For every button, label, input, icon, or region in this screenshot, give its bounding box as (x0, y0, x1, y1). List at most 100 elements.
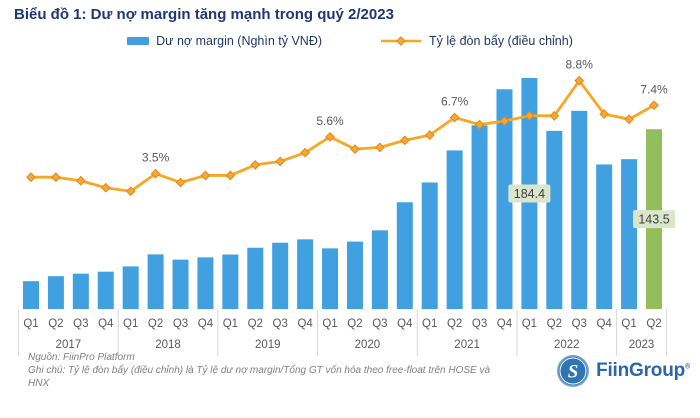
tick-Q4-2022: Q4 (596, 318, 612, 330)
bar-Q1-2019 (222, 254, 239, 309)
bar-Q4-2020 (396, 202, 413, 309)
annotation-7.4%: 7.4% (640, 82, 668, 96)
bar-Q1-2017 (23, 281, 39, 309)
bar-Q3-2022 (571, 110, 588, 309)
marker-Q1-2021 (424, 130, 435, 140)
bar-Q2-2018 (147, 254, 164, 309)
line-series-swatch-icon (381, 36, 422, 46)
bar-label-box-184.4 (508, 184, 551, 203)
tick-Q1-2023: Q1 (621, 318, 636, 330)
tick-Q2-2020: Q2 (347, 318, 362, 330)
legend: Dư nợ margin (Nghìn tỷ VNĐ) Tỷ lệ đòn bẩ… (0, 34, 700, 48)
tick-Q1-2021: Q1 (422, 318, 437, 330)
bar-Q1-2023 (621, 159, 638, 309)
bar-Q3-2019 (272, 242, 289, 309)
marker-Q4-2020 (399, 135, 410, 146)
tick-Q3-2022: Q3 (572, 318, 587, 330)
tick-Q3-2021: Q3 (472, 318, 487, 330)
tick-Q1-2018: Q1 (123, 318, 138, 330)
tick-Q2-2023: Q2 (646, 318, 661, 330)
year-label-2021: 2021 (454, 339, 480, 351)
tick-Q1-2022: Q1 (522, 318, 537, 330)
marker-Q2-2019 (250, 160, 261, 170)
marker-Q3-2021 (474, 119, 485, 130)
fiingroup-logo-icon: S (557, 355, 590, 387)
bar-Q4-2017 (97, 271, 114, 309)
legend-item-leverage: Tỷ lệ đòn bẩy (điều chỉnh) (380, 34, 573, 48)
bar-label-184.4: 184.4 (514, 187, 545, 201)
chart-title: Biểu đồ 1: Dư nợ margin tăng mạnh trong … (14, 6, 394, 23)
marker-Q4-2021 (499, 116, 510, 126)
year-label-2020: 2020 (355, 339, 381, 351)
year-label-2018: 2018 (155, 339, 181, 351)
marker-Q2-2021 (449, 112, 460, 123)
legend-label-leverage: Tỷ lệ đòn bẩy (điều chỉnh) (429, 34, 573, 48)
marker-Q3-2017 (75, 175, 86, 186)
tick-Q1-2019: Q1 (223, 318, 238, 330)
bar-Q3-2018 (172, 259, 189, 309)
year-label-2017: 2017 (56, 339, 82, 351)
bar-Q1-2020 (322, 248, 339, 309)
svg-text:S: S (568, 362, 579, 383)
bar-label-143.5: 143.5 (638, 213, 669, 227)
annotation-3.5%: 3.5% (142, 151, 170, 165)
tick-Q4-2021: Q4 (497, 318, 513, 330)
marker-Q1-2017 (26, 172, 36, 183)
marker-Q3-2022 (574, 75, 585, 86)
annotation-5.6%: 5.6% (316, 114, 344, 128)
year-label-2023: 2023 (629, 339, 655, 351)
tick-Q3-2017: Q3 (73, 318, 88, 330)
marker-Q1-2018 (125, 186, 136, 197)
annotation-8.8%: 8.8% (566, 58, 594, 72)
tick-Q2-2018: Q2 (148, 318, 163, 330)
bar-Q4-2021 (496, 89, 513, 309)
marker-Q4-2022 (599, 109, 610, 119)
tick-Q4-2017: Q4 (98, 318, 114, 330)
tick-Q2-2021: Q2 (447, 318, 462, 330)
bar-Q3-2017 (72, 273, 89, 309)
bar-Q4-2018 (197, 257, 214, 309)
marker-Q2-2020 (350, 144, 360, 155)
bar-Q2-2021 (446, 150, 463, 309)
bar-Q2-2017 (47, 276, 64, 309)
source-note: Nguồn: FiinPro Platform (28, 352, 135, 363)
registered-mark: ® (685, 363, 690, 371)
footnote: Ghi chú: Tỷ lệ đòn bẩy (điều chỉnh) là T… (28, 364, 491, 389)
legend-item-margin-debt: Dư nợ margin (Nghìn tỷ VNĐ) (127, 34, 322, 48)
marker-Q4-2019 (300, 147, 311, 158)
fiingroup-logo: S FiinGroup® (556, 354, 690, 388)
bar-Q2-2022 (546, 130, 563, 309)
marker-Q1-2022 (524, 110, 535, 121)
bar-series-swatch-icon (127, 37, 150, 45)
marker-Q3-2018 (175, 177, 186, 188)
marker-Q4-2017 (100, 182, 111, 193)
marker-Q1-2020 (325, 131, 335, 142)
marker-Q4-2018 (200, 170, 211, 181)
bar-label-box-143.5 (633, 210, 675, 229)
bar-Q4-2019 (297, 239, 314, 309)
marker-Q2-2017 (51, 172, 61, 183)
fiingroup-logo-text: FiinGroup® (596, 360, 690, 381)
tick-Q3-2018: Q3 (173, 318, 188, 330)
year-label-2019: 2019 (255, 339, 281, 351)
tick-Q4-2018: Q4 (198, 318, 214, 330)
year-label-2022: 2022 (554, 339, 580, 351)
bar-Q1-2018 (122, 266, 139, 309)
legend-label-margin-debt: Dư nợ margin (Nghìn tỷ VNĐ) (156, 34, 323, 48)
footer: Nguồn: FiinPro Platform Ghi chú: Tỷ lệ đ… (28, 352, 500, 390)
bar-Q3-2021 (471, 125, 488, 309)
tick-Q1-2017: Q1 (23, 318, 38, 330)
marker-Q3-2019 (275, 156, 286, 167)
bar-Q4-2022 (596, 164, 613, 309)
marker-Q3-2020 (374, 142, 385, 153)
tick-Q2-2017: Q2 (48, 318, 63, 330)
tick-Q2-2019: Q2 (248, 318, 263, 330)
bar-Q2-2019 (247, 247, 264, 309)
marker-Q1-2019 (225, 170, 236, 181)
tick-Q4-2020: Q4 (397, 318, 413, 330)
bar-Q3-2020 (371, 230, 388, 309)
marker-Q2-2022 (549, 110, 560, 121)
marker-Q2-2018 (150, 168, 161, 179)
